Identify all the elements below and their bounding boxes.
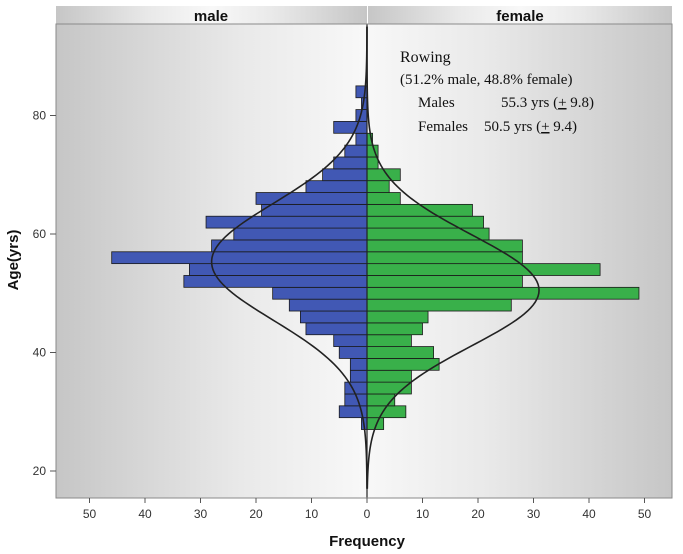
male-bar <box>333 121 368 134</box>
female-bar <box>366 334 412 347</box>
annotation-females-sd: 9.4) <box>550 119 578 135</box>
annotation-females-mean: 50.5 yrs ( <box>484 119 541 135</box>
female-bar <box>366 286 640 300</box>
annotation-males-mean: 55.3 yrs ( <box>501 95 558 111</box>
female-bar <box>366 203 473 217</box>
axes-layer: 50 40 30 20 10 0 10 20 30 40 50 20 40 60 80 <box>33 109 652 522</box>
male-bar <box>349 369 368 383</box>
x-tick-label: 20 <box>249 507 263 521</box>
female-bar <box>366 263 601 276</box>
x-tick-label: 30 <box>527 507 541 521</box>
male-bar <box>261 203 368 217</box>
annotation-males-stat: 55.3 yrs (+ 9.8) <box>501 95 594 111</box>
male-bar <box>344 381 368 395</box>
annotation-males-label: Males <box>418 95 455 111</box>
male-bar <box>333 156 368 170</box>
x-tick-label: 30 <box>194 507 208 521</box>
female-header-background <box>368 6 672 24</box>
y-tick-label: 20 <box>33 464 47 478</box>
x-tick-label: 50 <box>83 507 97 521</box>
x-tick-label: 40 <box>138 507 152 521</box>
annotation-females-pm: + <box>541 119 549 135</box>
y-tick-label: 80 <box>33 109 47 123</box>
curves-layer <box>210 26 540 489</box>
male-bar <box>305 322 368 336</box>
plot-frame <box>55 23 673 499</box>
legend-annotation: Rowing (51.2% male, 48.8% female) Males … <box>400 49 594 135</box>
female-bar <box>366 275 523 288</box>
annotation-males-pm: + <box>558 95 566 111</box>
female-bar <box>366 346 434 359</box>
y-tick-label: 60 <box>33 227 47 241</box>
female-header: female <box>496 8 544 25</box>
female-bar <box>366 393 396 407</box>
male-header: male <box>194 8 228 25</box>
male-bar <box>349 358 368 371</box>
annotation-males-sd: 9.8) <box>567 95 595 111</box>
female-bar <box>366 322 423 336</box>
y-tick-label: 40 <box>33 346 47 360</box>
male-bar <box>188 263 368 276</box>
female-bar <box>366 215 484 229</box>
x-tick-label: 40 <box>582 507 596 521</box>
female-bar <box>366 310 429 324</box>
male-bar <box>355 132 368 146</box>
female-bar <box>366 251 523 265</box>
male-bar <box>288 298 368 312</box>
male-bar <box>255 192 368 205</box>
male-bar <box>322 168 368 182</box>
annotation-subtitle: (51.2% male, 48.8% female) <box>400 72 572 88</box>
male-bar <box>305 180 368 193</box>
male-bar <box>333 334 368 347</box>
annotation-females-label: Females <box>418 119 468 135</box>
female-bar <box>366 156 379 170</box>
male-bar <box>233 227 368 241</box>
bars-layer <box>111 85 640 430</box>
y-axis-title: Age(yrs) <box>5 230 22 291</box>
male-normal-curve <box>210 26 368 489</box>
female-bar <box>366 358 440 371</box>
x-tick-label: 50 <box>638 507 652 521</box>
x-tick-label: 10 <box>416 507 430 521</box>
male-bar <box>344 144 368 158</box>
female-normal-curve <box>366 26 540 489</box>
male-bar <box>111 251 368 265</box>
female-bar <box>366 369 412 383</box>
male-bar <box>272 286 368 300</box>
x-tick-label: 0 <box>364 507 371 521</box>
x-tick-label: 10 <box>305 507 319 521</box>
female-bar <box>366 298 512 312</box>
x-tick-label: 20 <box>471 507 485 521</box>
male-header-background <box>56 6 367 24</box>
annotation-females-stat: 50.5 yrs (+ 9.4) <box>484 119 577 135</box>
female-bar <box>366 180 390 193</box>
female-bar <box>366 192 401 205</box>
male-bar <box>299 310 368 324</box>
male-bar <box>338 346 368 359</box>
x-axis-title: Frequency <box>329 533 406 550</box>
male-bar <box>205 215 368 229</box>
male-bar <box>211 239 368 253</box>
annotation-title: Rowing <box>400 49 451 66</box>
male-bar <box>183 275 368 288</box>
